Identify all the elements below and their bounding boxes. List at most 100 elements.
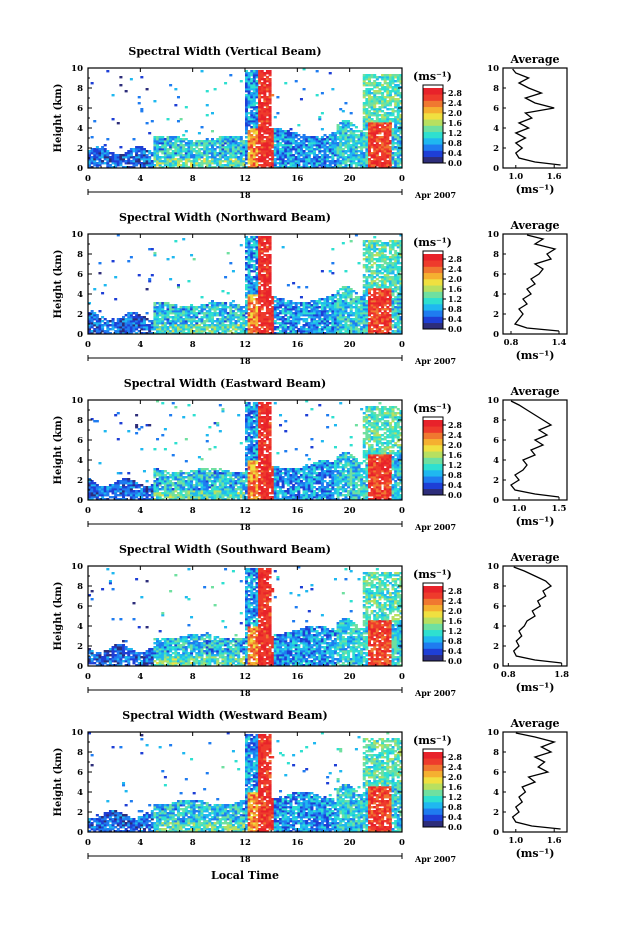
colorbar-tick-label: 2.8 xyxy=(448,420,462,430)
y-tick-label: 0 xyxy=(77,828,83,838)
colorbar-tick-label: 0.8 xyxy=(448,802,462,812)
x-tick-label: 20 xyxy=(344,340,356,350)
panel-title: Spectral Width (Southward Beam) xyxy=(119,543,331,556)
x-tick-label: 0 xyxy=(85,174,91,184)
colorbar-tick-label: 0.0 xyxy=(448,490,462,500)
date-label: 18 xyxy=(239,190,251,200)
average-x-tick-label: 1.0 xyxy=(512,504,527,514)
x-tick-label: 16 xyxy=(291,838,303,848)
colorbar-tick-label: 1.6 xyxy=(448,284,462,294)
colorbar-segment xyxy=(423,254,443,261)
y-tick-label: 4 xyxy=(77,788,83,798)
average-y-tick-label: 4 xyxy=(493,124,499,134)
colorbar-segment xyxy=(423,266,443,274)
panel-title: Spectral Width (Eastward Beam) xyxy=(124,377,326,390)
average-unit: (ms⁻¹) xyxy=(516,183,555,196)
colorbar-segment xyxy=(423,476,443,483)
y-axis-label: Height (km) xyxy=(53,416,64,485)
colorbar-segment xyxy=(423,457,443,465)
colorbar-segment xyxy=(423,150,443,158)
colorbar-segment xyxy=(423,604,443,612)
y-tick-label: 10 xyxy=(71,562,83,572)
colorbar-segment xyxy=(423,322,443,330)
chart-panel-3: Spectral Width (Eastward Beam) 0 2 4 6 8 10 Hei… xyxy=(53,377,568,532)
average-title: Average xyxy=(509,551,559,564)
colorbar-segment xyxy=(423,783,443,790)
colorbar-segment xyxy=(423,611,443,618)
date-label: 18 xyxy=(239,854,251,864)
colorbar-frame xyxy=(422,582,444,662)
colorbar-tick-label: 1.6 xyxy=(448,118,462,128)
y-axis-label: Height (km) xyxy=(53,84,64,153)
colorbar-segment xyxy=(423,88,443,95)
colorbar-segment xyxy=(423,752,443,759)
colorbar-tick-label: 2.0 xyxy=(448,606,462,616)
colorbar-segment xyxy=(423,113,443,120)
colorbar-tick-label: 2.4 xyxy=(448,762,462,772)
colorbar-tick-label: 1.2 xyxy=(448,626,462,636)
chart-panel-4: Spectral Width (Southward Beam) 0 2 4 6 8 10 He… xyxy=(53,543,569,698)
average-title: Average xyxy=(509,53,559,66)
x-tick-label: 0 xyxy=(85,838,91,848)
colorbar-tick-label: 0.8 xyxy=(448,636,462,646)
heatmap-cells xyxy=(88,566,403,667)
x-tick-label: 16 xyxy=(291,340,303,350)
colorbar-segment xyxy=(423,777,443,784)
y-tick-label: 8 xyxy=(77,416,83,426)
colorbar-segment xyxy=(423,623,443,631)
average-profile-line xyxy=(513,234,560,332)
heatmap-cells xyxy=(88,234,403,335)
y-tick-label: 2 xyxy=(77,144,83,154)
colorbar-segment xyxy=(423,125,443,133)
average-y-tick-label: 8 xyxy=(493,84,499,94)
colorbar-tick-label: 0.4 xyxy=(448,314,462,324)
colorbar-segment xyxy=(423,598,443,606)
colorbar-segment xyxy=(423,642,443,649)
x-tick-label: 16 xyxy=(291,506,303,516)
colorbar-tick-label: 2.0 xyxy=(448,108,462,118)
colorbar-segment xyxy=(423,586,443,593)
average-y-tick-label: 0 xyxy=(493,662,499,672)
y-tick-label: 6 xyxy=(77,270,83,280)
y-tick-label: 0 xyxy=(77,496,83,506)
colorbar-tick-label: 0.4 xyxy=(448,148,462,158)
x-tick-label: 4 xyxy=(137,672,143,682)
y-tick-label: 0 xyxy=(77,164,83,174)
date-label: 18 xyxy=(239,356,251,366)
colorbar-segment xyxy=(423,94,443,101)
colorbar-segment xyxy=(423,758,443,765)
x-axis-label: Local Time xyxy=(211,869,279,882)
average-profile-line xyxy=(510,400,560,498)
average-y-tick-label: 10 xyxy=(487,64,499,74)
colorbar-tick-label: 0.4 xyxy=(448,480,462,490)
month-label: Apr 2007 xyxy=(414,356,456,366)
colorbar-segment xyxy=(423,260,443,267)
average-frame xyxy=(502,233,568,335)
colorbar-segment xyxy=(423,316,443,324)
average-x-tick-label: 0.8 xyxy=(501,670,516,680)
y-tick-label: 2 xyxy=(77,476,83,486)
average-unit: (ms⁻¹) xyxy=(516,515,555,528)
average-y-tick-label: 10 xyxy=(487,728,499,738)
colorbar-segment xyxy=(423,310,443,317)
x-tick-label: 4 xyxy=(137,838,143,848)
colorbar-segment xyxy=(423,648,443,656)
colorbar-segment xyxy=(423,470,443,477)
average-y-tick-label: 2 xyxy=(493,310,499,320)
y-tick-label: 4 xyxy=(77,456,83,466)
x-tick-label: 0 xyxy=(399,340,405,350)
colorbar-segment xyxy=(423,445,443,452)
colorbar-tick-label: 2.4 xyxy=(448,430,462,440)
colorbar-tick-label: 2.4 xyxy=(448,98,462,108)
average-frame xyxy=(502,731,568,833)
colorbar-tick-label: 1.2 xyxy=(448,128,462,138)
y-tick-label: 10 xyxy=(71,396,83,406)
colorbar-segment xyxy=(423,488,443,496)
heatmap-cells xyxy=(88,400,403,501)
y-tick-label: 0 xyxy=(77,330,83,340)
colorbar-tick-label: 1.6 xyxy=(448,782,462,792)
average-profile-line xyxy=(512,566,562,664)
colorbar-tick-label: 2.4 xyxy=(448,264,462,274)
colorbar-unit: (ms⁻¹) xyxy=(413,402,452,415)
